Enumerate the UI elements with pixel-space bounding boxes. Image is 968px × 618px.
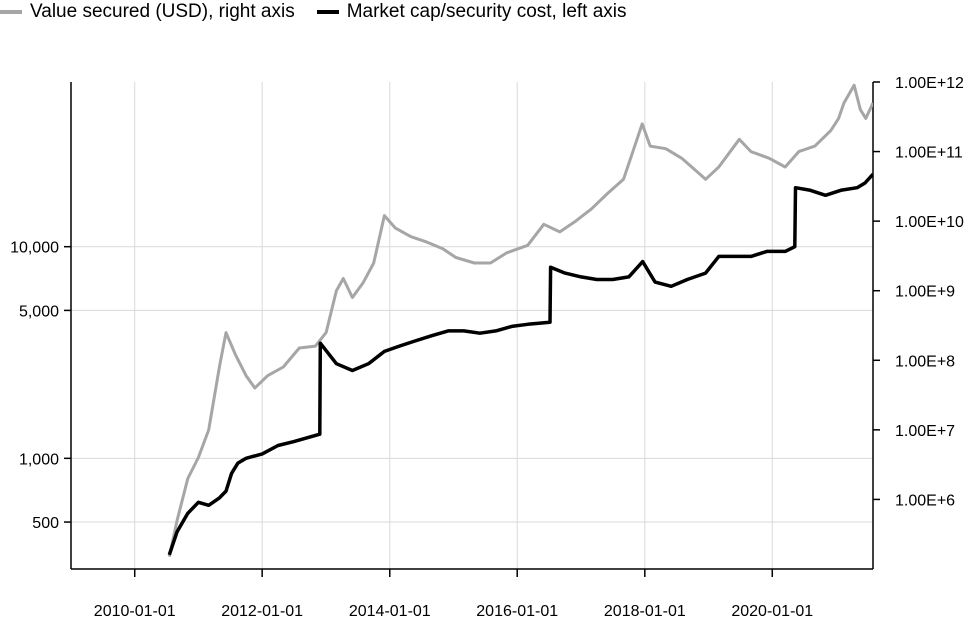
x-tick-label: 2010-01-01 xyxy=(94,603,176,618)
y-left-tick-label: 1,000 xyxy=(19,451,59,468)
x-tick-label: 2016-01-01 xyxy=(476,603,558,618)
x-tick-label: 2020-01-01 xyxy=(731,603,813,618)
legend-swatch-black xyxy=(316,10,339,14)
y-right-tick-label: 1.00E+8 xyxy=(895,353,955,370)
y-right-tick-label: 1.00E+12 xyxy=(895,75,964,92)
legend-label-market-cap: Market cap/security cost, left axis xyxy=(346,1,627,22)
y-right-tick-label: 1.00E+6 xyxy=(895,492,955,509)
y-right-tick-label: 1.00E+9 xyxy=(895,284,955,301)
legend-item-value-secured: Value secured (USD), right axis xyxy=(0,1,295,23)
y-left-tick-label: 5,000 xyxy=(19,303,59,320)
y-right-tick-label: 1.00E+10 xyxy=(895,214,964,231)
y-right-tick-label: 1.00E+11 xyxy=(895,145,963,162)
series-line-market-cap xyxy=(167,173,873,556)
legend-item-market-cap: Market cap/security cost, left axis xyxy=(316,1,627,23)
legend: Value secured (USD), right axis Market c… xyxy=(0,0,649,24)
legend-swatch-grey xyxy=(0,10,22,14)
x-tick-label: 2012-01-01 xyxy=(221,603,303,618)
y-right-tick-label: 1.00E+7 xyxy=(895,423,955,440)
legend-label-value-secured: Value secured (USD), right axis xyxy=(30,1,295,22)
x-tick-label: 2014-01-01 xyxy=(349,603,431,618)
series-line-value-secured xyxy=(167,83,873,558)
x-tick-label: 2018-01-01 xyxy=(604,603,686,618)
y-left-tick-label: 500 xyxy=(32,515,59,532)
y-left-tick-label: 10,000 xyxy=(10,240,59,257)
